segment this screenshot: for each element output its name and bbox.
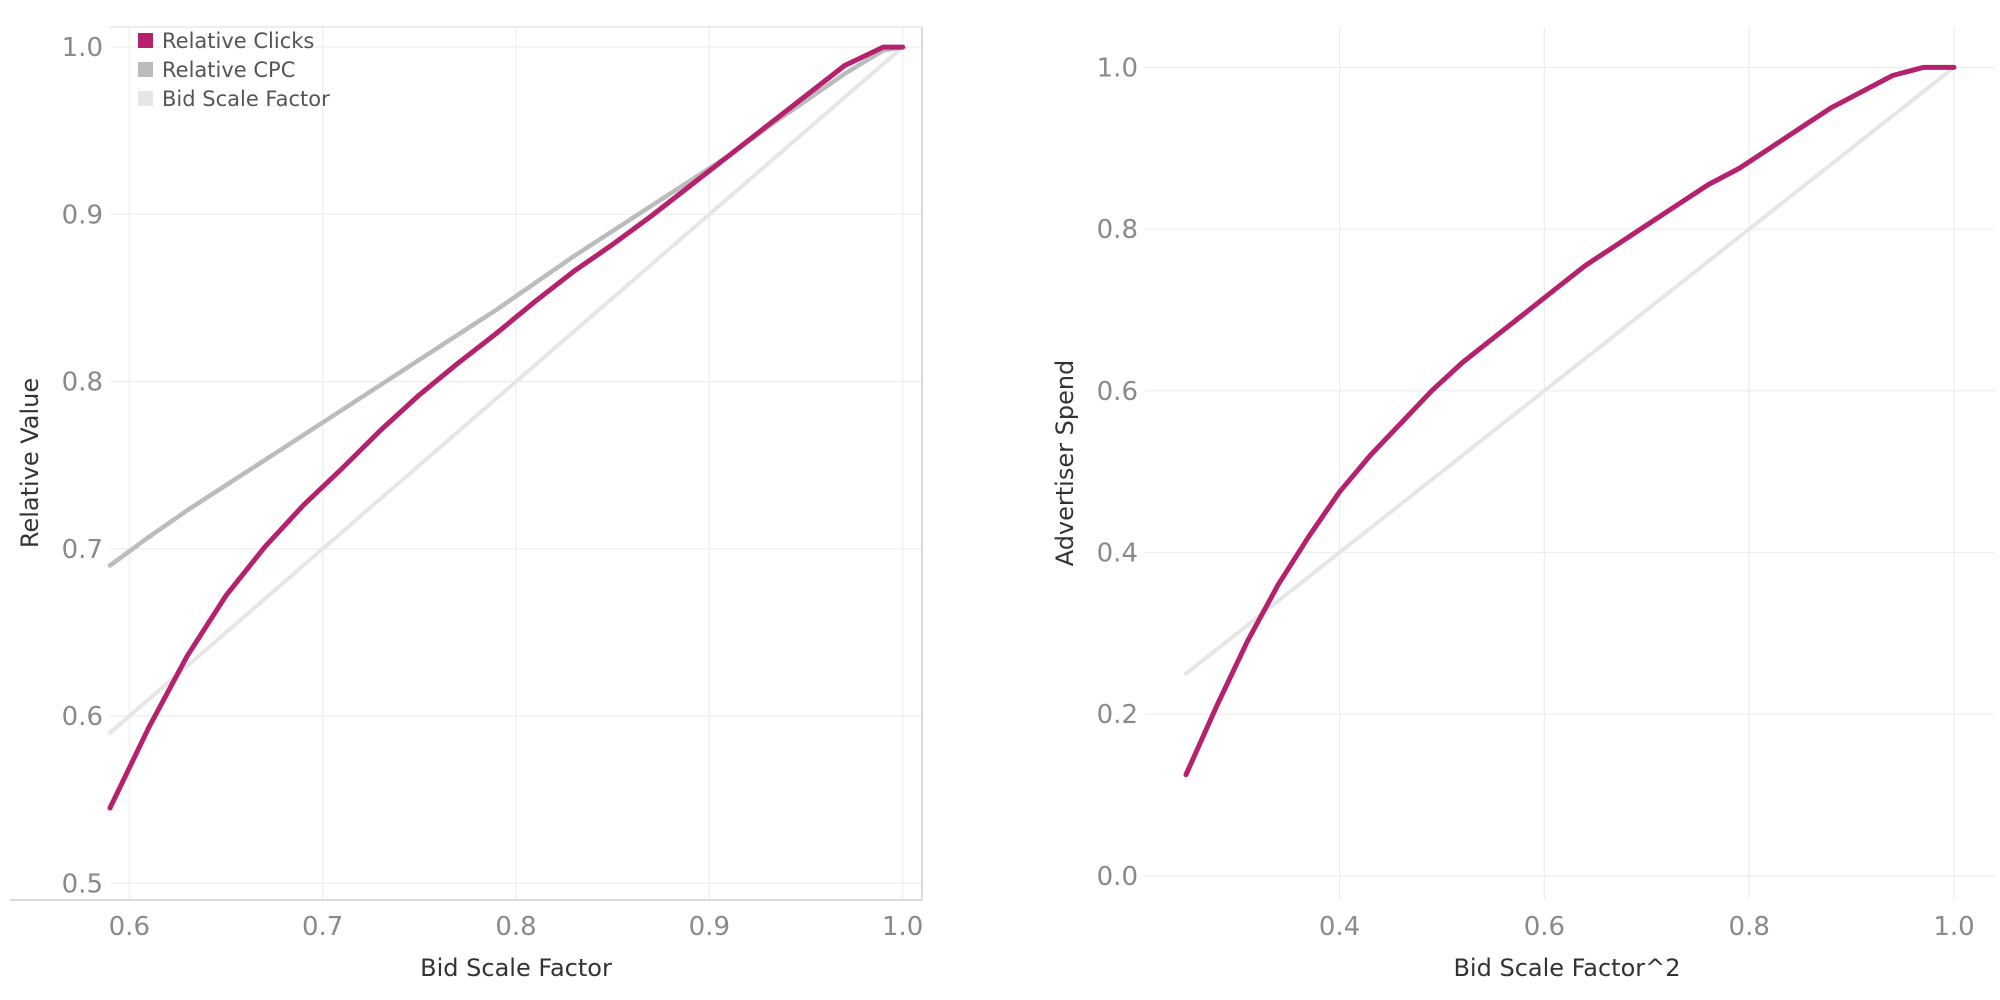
y-tick-label: 0.9: [62, 200, 103, 230]
y-axis-title: Advertiser Spend: [1051, 360, 1079, 567]
y-tick-label: 0.6: [62, 702, 103, 732]
y-axis-title: Relative Value: [16, 378, 44, 548]
series-line-0: [1183, 64, 1957, 778]
y-tick-label: 0.5: [62, 869, 103, 899]
x-tick-label: 0.6: [109, 912, 150, 942]
y-tick-label: 0.4: [1097, 538, 1138, 568]
x-tick-label: 1.0: [1933, 912, 1974, 942]
legend-swatch: [138, 91, 153, 106]
legend-swatch: [138, 62, 153, 77]
series-line-1: [1184, 65, 1956, 676]
x-tick-label: 0.9: [689, 912, 730, 942]
legend-swatch: [138, 33, 153, 48]
legend-label: Bid Scale Factor: [162, 87, 330, 111]
y-tick-label: 1.0: [1097, 53, 1138, 83]
y-tick-label: 0.6: [1097, 377, 1138, 407]
x-tick-label: 0.8: [495, 912, 536, 942]
x-tick-label: 0.7: [302, 912, 343, 942]
x-tick-label: 0.8: [1729, 912, 1770, 942]
chart-advertiser-spend: 0.4 0.6 0.8 1.0 0.0 0.2 0.4 0.6 0.8 1.0 Bid Scale …: [1051, 27, 1995, 982]
y-tick-label: 1.0: [62, 33, 103, 63]
series-line-2: [108, 45, 905, 735]
legend-label: Relative Clicks: [162, 29, 314, 53]
x-tick-label: 0.4: [1319, 912, 1360, 942]
y-tick-label: 0.2: [1097, 700, 1138, 730]
series-line-0: [107, 44, 906, 811]
y-tick-label: 0.8: [1097, 215, 1138, 245]
y-tick-label: 0.7: [62, 535, 103, 565]
y-tick-label: 0.0: [1097, 862, 1138, 892]
legend: Relative Clicks Relative CPC Bid Scale Fac…: [138, 29, 330, 111]
x-axis-title: Bid Scale Factor^2: [1453, 954, 1680, 982]
x-tick-label: 1.0: [882, 912, 923, 942]
x-axis-title: Bid Scale Factor: [420, 954, 612, 982]
x-tick-label: 0.6: [1524, 912, 1565, 942]
legend-label: Relative CPC: [162, 58, 295, 82]
y-tick-label: 0.8: [62, 368, 103, 398]
series-line-1: [107, 44, 905, 568]
